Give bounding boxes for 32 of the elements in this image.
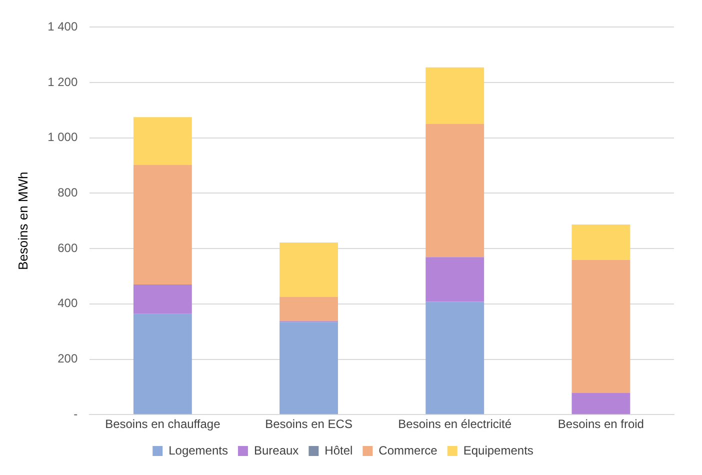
- x-tick-label: Besoins en froid: [558, 417, 644, 432]
- bar: [280, 296, 338, 322]
- legend-label: Logements: [168, 443, 228, 458]
- bar: [572, 224, 630, 260]
- bar: [280, 242, 338, 297]
- y-tick-label: 1 400: [48, 20, 78, 34]
- y-tick-label: -: [74, 406, 78, 421]
- y-axis-title: Besoins en MWh: [15, 172, 30, 270]
- bar: [133, 117, 192, 166]
- bar: [133, 314, 192, 414]
- legend-label: Bureaux: [254, 443, 299, 458]
- y-tick-label: 600: [58, 240, 78, 255]
- y-tick-label: 1 000: [48, 130, 78, 144]
- bar: [426, 124, 484, 258]
- y-tick-label: 200: [58, 352, 78, 366]
- bar: [572, 392, 630, 414]
- y-tick-label: 1 200: [48, 74, 78, 89]
- bar: [572, 260, 630, 393]
- bar: [133, 284, 192, 314]
- bar: [133, 165, 192, 285]
- x-tick-label: Besoins en électricité: [398, 417, 512, 432]
- y-tick-label: 400: [58, 296, 78, 310]
- bar: [426, 67, 484, 124]
- bar: [426, 257, 484, 302]
- legend-label: Hôtel: [324, 443, 353, 458]
- bar: [426, 302, 484, 414]
- y-tick-label: 800: [58, 186, 78, 200]
- x-tick-label: Besoins en chauffage: [105, 417, 221, 432]
- bar: [280, 322, 338, 414]
- x-tick-label: Besoins en ECS: [265, 417, 352, 432]
- legend-label: Commerce: [378, 443, 438, 458]
- legend-label: Equipements: [463, 443, 534, 458]
